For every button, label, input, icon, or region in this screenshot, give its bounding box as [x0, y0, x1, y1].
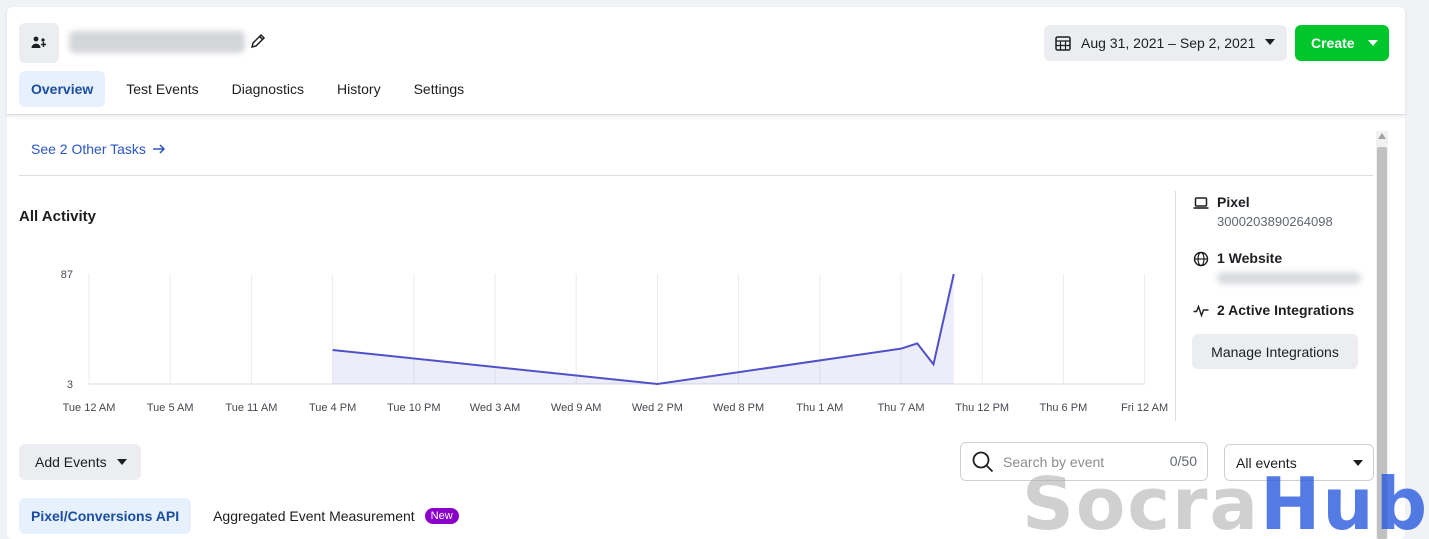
vertical-divider: [1175, 191, 1176, 421]
x-tick-label: Fri 12 AM: [1121, 402, 1168, 414]
tab-diagnostics[interactable]: Diagnostics: [231, 81, 305, 97]
add-events-label: Add Events: [35, 454, 107, 470]
scrollbar-thumb[interactable]: [1377, 147, 1387, 539]
website-title: 1 Website: [1217, 250, 1283, 266]
y-tick-label: 87: [61, 269, 73, 281]
watermark-part2: Hub: [1260, 462, 1429, 539]
tab-settings[interactable]: Settings: [413, 81, 465, 97]
watermark-part1: Socra: [1022, 462, 1261, 539]
create-label: Create: [1311, 35, 1355, 51]
activity-chart: 87 3 Tue 12 AM Tue 5 AM Tue 11 AM Tue 4 PM Tue…: [61, 269, 1168, 414]
x-tick-label: Tue 10 PM: [387, 402, 440, 414]
x-tick-label: Tue 4 PM: [309, 402, 356, 414]
watermark-logo: SocraHub: [1022, 462, 1429, 539]
x-tick-label: Thu 1 AM: [796, 402, 843, 414]
pixel-name-redacted: [69, 31, 245, 53]
see-other-tasks-link[interactable]: See 2 Other Tasks: [31, 141, 166, 157]
pixel-id: 3000203890264098: [1217, 214, 1333, 229]
pencil-edit-icon[interactable]: [249, 32, 267, 50]
x-tick-label: Tue 12 AM: [63, 402, 116, 414]
x-tick-label: Tue 5 AM: [147, 402, 194, 414]
search-input[interactable]: [1003, 453, 1153, 470]
caret-down-icon: [1353, 460, 1363, 466]
pixel-icon: [19, 23, 59, 63]
series-area: [332, 274, 954, 384]
website-info: 1 Website: [1193, 250, 1361, 284]
y-tick-label: 3: [67, 379, 73, 391]
search-count: 0/50: [1169, 453, 1197, 469]
x-tick-label: Wed 9 AM: [551, 402, 602, 414]
event-subtabs: Pixel/Conversions API Aggregated Event M…: [19, 498, 481, 534]
scrollbar[interactable]: [1376, 131, 1388, 539]
tab-overview[interactable]: Overview: [19, 71, 106, 107]
pixel-title: Pixel: [1217, 194, 1250, 210]
create-button[interactable]: Create: [1295, 25, 1389, 61]
page-header: Aug 31, 2021 – Sep 2, 2021 Create Overvi…: [7, 7, 1405, 115]
manage-integrations-button[interactable]: Manage Integrations: [1192, 334, 1358, 369]
divider: [19, 175, 1373, 176]
date-range-label: Aug 31, 2021 – Sep 2, 2021: [1081, 35, 1256, 51]
calendar-icon: [1055, 36, 1071, 51]
event-filter-value: All events: [1236, 454, 1297, 471]
arrow-right-icon: [152, 144, 165, 154]
pixel-overview-card: Aug 31, 2021 – Sep 2, 2021 Create Overvi…: [7, 7, 1405, 539]
date-range-button[interactable]: Aug 31, 2021 – Sep 2, 2021: [1044, 25, 1287, 61]
search-icon: [972, 451, 994, 472]
x-tick-label: Wed 8 PM: [713, 402, 764, 414]
activity-pulse-icon: [1193, 304, 1209, 318]
x-tick-label: Tue 11 AM: [225, 402, 277, 414]
see-other-tasks-label: See 2 Other Tasks: [31, 141, 146, 157]
x-tick-label: Thu 7 AM: [877, 402, 924, 414]
tab-pixel-conversions-api[interactable]: Pixel/Conversions API: [19, 498, 192, 534]
integrations-info: 2 Active Integrations: [1193, 302, 1354, 319]
x-tick-label: Thu 6 PM: [1040, 402, 1088, 414]
x-tick-label: Wed 3 AM: [470, 402, 521, 414]
x-tick-label: Wed 2 PM: [632, 402, 683, 414]
all-activity-title: All Activity: [19, 208, 96, 225]
pixel-info: Pixel 3000203890264098: [1193, 194, 1333, 229]
series-line: [332, 273, 955, 386]
new-badge: New: [424, 508, 459, 524]
aggregated-event-label: Aggregated Event Measurement: [213, 508, 415, 524]
website-url-redacted: [1217, 272, 1361, 284]
tab-history[interactable]: History: [337, 81, 381, 97]
caret-down-icon: [117, 459, 127, 465]
caret-down-icon: [1265, 39, 1275, 45]
main-tabs: Overview Test Events Diagnostics History…: [19, 71, 485, 107]
event-search-box: 0/50: [960, 442, 1208, 481]
caret-down-icon: [1368, 40, 1378, 46]
tab-aggregated-event-measurement[interactable]: Aggregated Event Measurement New: [201, 498, 471, 534]
scroll-up-arrow-icon[interactable]: [1378, 133, 1386, 139]
globe-icon: [1193, 251, 1209, 267]
integrations-title: 2 Active Integrations: [1217, 302, 1355, 318]
x-tick-label: Thu 12 PM: [955, 402, 1009, 414]
add-events-button[interactable]: Add Events: [19, 444, 141, 480]
laptop-icon: [1193, 197, 1209, 209]
tab-test-events[interactable]: Test Events: [126, 81, 199, 97]
event-filter-select[interactable]: All events: [1224, 444, 1374, 481]
